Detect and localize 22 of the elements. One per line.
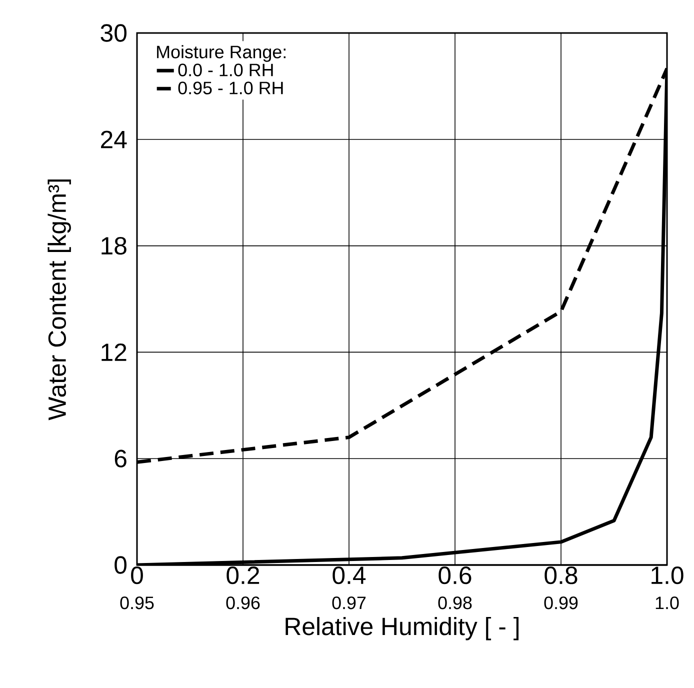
y-tick-label: 18 <box>102 236 126 255</box>
legend-title: Moisture Range: <box>157 45 286 62</box>
x-axis-title: Relative Humidity [ - ] <box>286 616 519 640</box>
y-tick-label: 30 <box>100 24 126 42</box>
y-tick-label: 24 <box>101 130 127 148</box>
x-tick-label: 0.2 <box>226 566 260 584</box>
x-tick-label: 0.8 <box>544 566 578 584</box>
y-tick-label: 6 <box>114 450 126 468</box>
x2-tick-label: 0.96 <box>226 596 260 610</box>
x-tick-label: 0 <box>131 566 143 584</box>
x2-tick-label: 0.98 <box>438 596 472 610</box>
legend-label: 0.0 - 1.0 RH <box>178 64 273 76</box>
y-axis-title: Water Content [kg/m³] <box>48 179 71 420</box>
x2-tick-label: 0.97 <box>332 596 366 610</box>
x2-tick-label: 1.0 <box>656 596 679 610</box>
legend-label: 0.95 - 1.0 RH <box>178 82 283 94</box>
x-tick-label: 1.0 <box>652 566 684 584</box>
x-tick-label: 0.6 <box>438 566 472 584</box>
x-tick-label: 0.4 <box>332 566 366 584</box>
y-tick-label: 12 <box>102 344 126 361</box>
x2-tick-label: 0.95 <box>120 596 154 610</box>
x2-tick-label: 0.99 <box>544 596 578 610</box>
